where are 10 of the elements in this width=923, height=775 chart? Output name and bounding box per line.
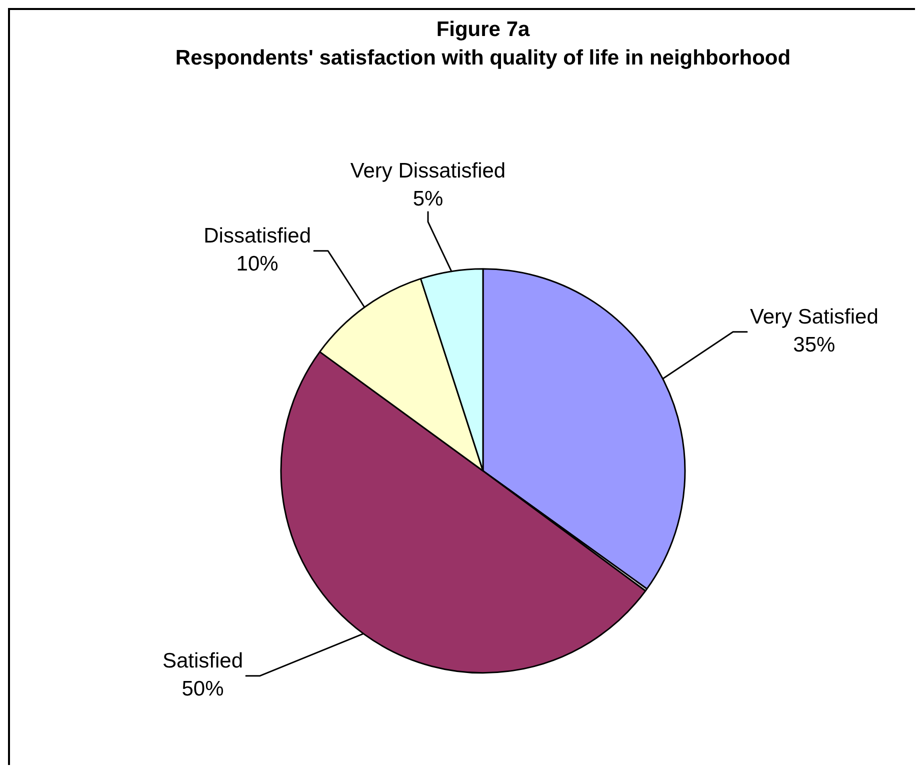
slice-label: Satisfied: [162, 650, 243, 673]
chart-subtitle: Respondents' satisfaction with quality of life in neighborhood: [175, 46, 791, 70]
slice-label: Dissatisfied: [204, 224, 312, 248]
chart-title: Figure 7a: [436, 18, 530, 41]
data-label: 5%: [412, 188, 444, 211]
slice-label: Very Dissatisfied: [350, 160, 506, 183]
data-label: 50%: [182, 678, 224, 701]
data-label: 35%: [793, 334, 836, 357]
data-label: 10%: [236, 252, 278, 276]
slice-label: Very Satisfied: [750, 306, 878, 329]
